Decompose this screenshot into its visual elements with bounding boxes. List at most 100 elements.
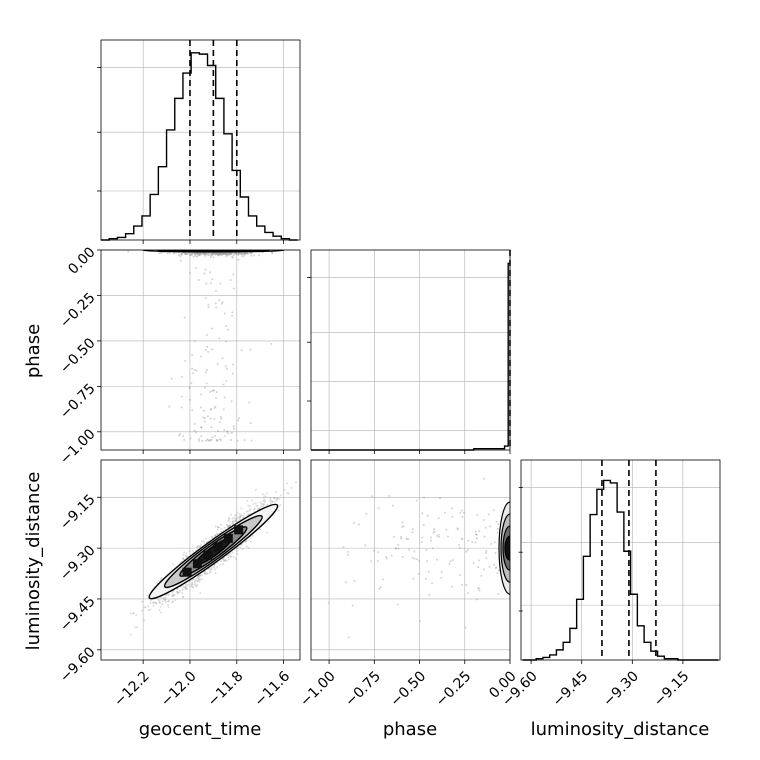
scatter-point [191, 581, 194, 584]
x-tick-label: −9.45 [550, 668, 592, 710]
scatter-point [203, 252, 206, 255]
scatter-point [197, 278, 200, 281]
scatter-point [195, 252, 198, 255]
scatter-point [214, 253, 217, 256]
scatter-point [482, 477, 485, 480]
scatter-point [241, 255, 244, 258]
scatter-point [256, 507, 259, 510]
scatter-point [412, 577, 415, 580]
scatter-point [458, 574, 461, 577]
scatter-point [194, 584, 197, 587]
scatter-point [223, 312, 226, 315]
scatter-point [235, 517, 238, 520]
scatter-point [466, 592, 469, 595]
scatter-point [222, 559, 225, 562]
density-core-cell [182, 567, 192, 577]
scatter-point [238, 517, 241, 520]
scatter-point [127, 250, 130, 253]
scatter-point [200, 253, 203, 256]
scatter-point [184, 252, 187, 255]
scatter-point [234, 518, 237, 521]
scatter-point [199, 545, 202, 548]
scatter-point [184, 360, 187, 363]
scatter-point [411, 531, 414, 534]
scatter-point [149, 599, 152, 602]
scatter-point [461, 515, 464, 518]
scatter-point [475, 598, 478, 601]
scatter-point [437, 533, 440, 536]
scatter-point [245, 540, 248, 543]
scatter-point [176, 591, 179, 594]
scatter-point [223, 252, 226, 255]
scatter-point [211, 252, 214, 255]
scatter-point [171, 594, 174, 597]
scatter-point [477, 587, 480, 590]
scatter-point [492, 509, 495, 512]
scatter-point [249, 508, 252, 511]
scatter-point [222, 252, 225, 255]
scatter-point [158, 601, 161, 604]
scatter-point [198, 544, 201, 547]
y-tick-label: −9.60 [57, 644, 99, 686]
scatter-point [163, 598, 166, 601]
scatter-point [234, 252, 237, 255]
scatter-point [262, 505, 265, 508]
scatter-point [487, 513, 490, 516]
scatter-point [229, 252, 232, 255]
scatter-point [223, 429, 226, 432]
scatter-point [198, 253, 201, 256]
scatter-point [189, 271, 192, 274]
scatter-point [400, 535, 403, 538]
scatter-point [219, 253, 222, 256]
scatter-point [198, 252, 201, 255]
scatter-point [219, 523, 222, 526]
scatter-point [286, 492, 289, 495]
y-axis-label-phase: phase [23, 324, 44, 378]
scatter-point [214, 568, 217, 571]
scatter-point [199, 253, 202, 256]
scatter-point [209, 408, 212, 411]
scatter-point [230, 253, 233, 256]
scatter-point [196, 580, 199, 583]
scatter-point [238, 252, 241, 255]
scatter-point [232, 520, 235, 523]
scatter-point [173, 594, 176, 597]
scatter-point [200, 426, 203, 429]
scatter-point [182, 435, 185, 438]
scatter-point [199, 406, 202, 409]
scatter-point [213, 566, 216, 569]
scatter-point [484, 552, 487, 555]
scatter-point [251, 534, 254, 537]
scatter-point [425, 548, 428, 551]
scatter-point [221, 557, 224, 560]
scatter-point [222, 252, 225, 255]
scatter-point [198, 254, 201, 257]
scatter-point [248, 505, 251, 508]
scatter-point [224, 252, 227, 255]
scatter-point [147, 609, 150, 612]
scatter-point [147, 605, 150, 608]
scatter-point [249, 509, 252, 512]
scatter-point [219, 252, 222, 255]
scatter-point [478, 530, 481, 533]
scatter-point [266, 503, 269, 506]
scatter-point [181, 592, 184, 595]
scatter-point [210, 535, 213, 538]
scatter-point [397, 544, 400, 547]
scatter-point [172, 563, 175, 566]
scatter-point [388, 494, 391, 497]
scatter-point [204, 348, 207, 351]
scatter-point [190, 579, 193, 582]
scatter-point [493, 563, 496, 566]
scatter-point [220, 530, 223, 533]
scatter-point [203, 417, 206, 420]
scatter-point [357, 523, 360, 526]
scatter-point [290, 486, 293, 489]
scatter-point [235, 520, 238, 523]
scatter-point [215, 306, 218, 309]
scatter-point [402, 525, 405, 528]
scatter-point [199, 574, 202, 577]
scatter-point [224, 252, 227, 255]
scatter-point [211, 348, 214, 351]
